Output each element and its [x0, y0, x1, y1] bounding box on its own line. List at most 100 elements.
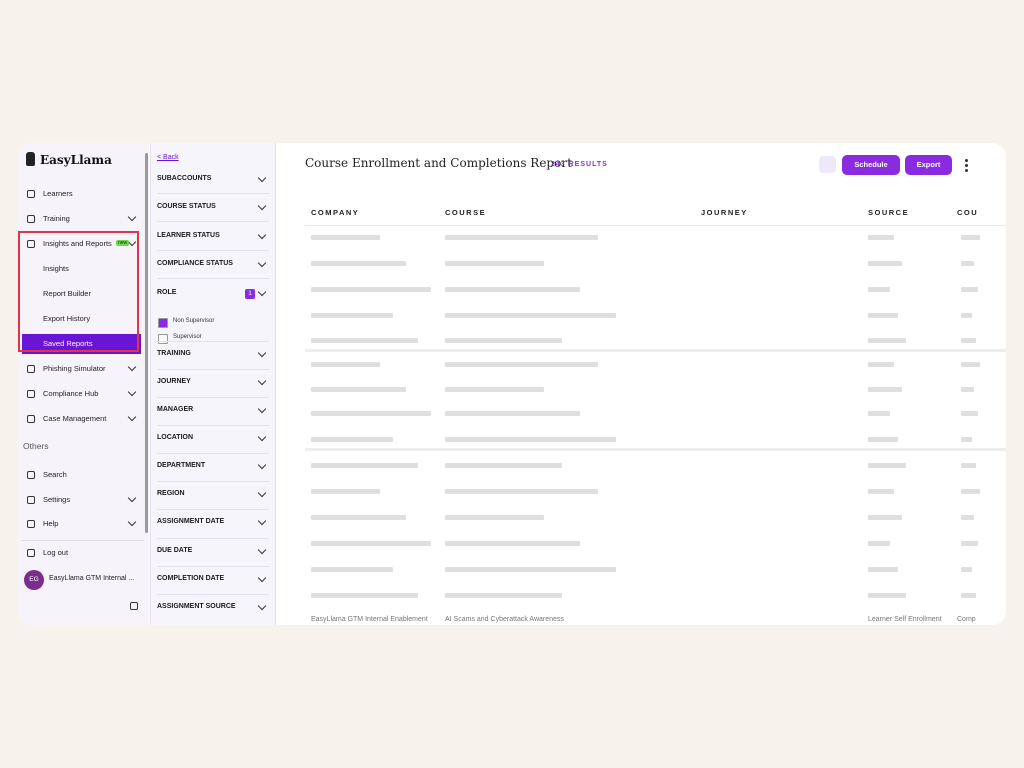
blurred-cell [961, 235, 980, 240]
column-header[interactable]: COURSE [445, 208, 487, 217]
nav-item[interactable]: Settings [43, 495, 71, 504]
filter-group[interactable]: ASSIGNMENT SOURCE [157, 603, 236, 610]
separator [157, 250, 269, 251]
action-button[interactable]: Export [905, 155, 952, 175]
column-header[interactable]: COU [957, 208, 979, 217]
chevron[interactable] [257, 376, 267, 386]
separator [157, 566, 269, 567]
chevron[interactable] [127, 212, 137, 222]
chevron[interactable] [127, 412, 137, 422]
chevron[interactable] [127, 387, 137, 397]
chevron[interactable] [257, 404, 267, 414]
filter-group[interactable]: ASSIGNMENT DATE [157, 518, 225, 525]
checkbox[interactable] [158, 318, 168, 328]
role-option[interactable]: Supervisor [173, 334, 202, 340]
blurred-cell [868, 411, 890, 416]
chevron[interactable] [257, 432, 267, 442]
nav-item[interactable]: Compliance Hub [43, 389, 99, 398]
chevron[interactable] [257, 601, 267, 611]
cell: AI Scams and Cyberattack Awareness [445, 616, 564, 623]
submenu-item[interactable]: Insights [43, 264, 69, 273]
app-window: EasyLlama Learners Training Insights and Re… [18, 143, 1006, 625]
separator [157, 397, 269, 398]
filter-group[interactable]: LOCATION [157, 434, 194, 441]
separator [157, 278, 269, 279]
role-option[interactable]: Non Supervisor [173, 318, 215, 324]
blurred-cell [445, 593, 562, 598]
chevron[interactable] [257, 287, 267, 297]
filter-panel: < Back SUBACCOUNTS COURSE STATUS LEARNER ST… [150, 143, 276, 625]
filter-group[interactable]: ROLE [157, 289, 177, 296]
filter-group[interactable]: COMPLIANCE STATUS [157, 260, 233, 267]
submenu-item[interactable]: Saved Reports [43, 339, 93, 348]
filter-group[interactable]: MANAGER [157, 406, 194, 413]
nav-icon [27, 496, 35, 504]
nav-item[interactable]: Help [43, 519, 59, 528]
nav-item[interactable]: Learners [43, 189, 73, 198]
more-dot[interactable] [965, 169, 968, 172]
separator [157, 369, 269, 370]
chevron[interactable] [257, 545, 267, 555]
blurred-cell [961, 541, 978, 546]
nav-icon [27, 240, 35, 248]
filter-group[interactable]: DEPARTMENT [157, 462, 206, 469]
nav-item[interactable]: Phishing Simulator [43, 364, 106, 373]
more-dot[interactable] [965, 164, 968, 167]
logout[interactable]: Log out [43, 548, 69, 557]
logo-icon [26, 152, 35, 166]
submenu-item[interactable]: Report Builder [43, 289, 91, 298]
brand: EasyLlama [40, 153, 112, 167]
separator [157, 481, 269, 482]
blurred-cell [445, 338, 562, 343]
chevron[interactable] [257, 230, 267, 240]
action-button[interactable]: Schedule [842, 155, 900, 175]
chevron[interactable] [257, 348, 267, 358]
blurred-cell [868, 463, 906, 468]
blurred-cell [961, 437, 972, 442]
blurred-cell [445, 463, 562, 468]
collapse-icon[interactable] [130, 602, 138, 610]
chevron[interactable] [257, 460, 267, 470]
back-link[interactable]: < Back [157, 154, 179, 161]
nav-item[interactable]: Case Management [43, 414, 107, 423]
column-toggle[interactable] [819, 156, 836, 173]
chevron[interactable] [127, 517, 137, 527]
separator [157, 538, 269, 539]
nav-item[interactable]: Search [43, 470, 67, 479]
chevron[interactable] [127, 362, 137, 372]
column-header[interactable]: JOURNEY [701, 208, 748, 217]
chevron[interactable] [257, 201, 267, 211]
nav-item[interactable]: Training [43, 214, 70, 223]
checkbox[interactable] [158, 334, 168, 344]
submenu-item[interactable]: Export History [43, 314, 91, 323]
blurred-cell [868, 437, 898, 442]
header-rule [305, 225, 1006, 226]
chevron[interactable] [257, 573, 267, 583]
column-header[interactable]: COMPANY [311, 208, 360, 217]
filter-group[interactable]: JOURNEY [157, 378, 191, 385]
more-dot[interactable] [965, 159, 968, 162]
filter-group[interactable]: LEARNER STATUS [157, 232, 220, 239]
column-header[interactable]: SOURCE [868, 208, 910, 217]
chevron[interactable] [257, 516, 267, 526]
blurred-cell [961, 287, 978, 292]
chevron[interactable] [257, 488, 267, 498]
chevron[interactable] [257, 173, 267, 183]
blurred-cell [961, 338, 976, 343]
filter-group[interactable]: REGION [157, 490, 185, 497]
filter-group[interactable]: COURSE STATUS [157, 203, 216, 210]
user-name[interactable]: EasyLlama GTM Internal ... [49, 575, 135, 582]
filter-group[interactable]: DUE DATE [157, 547, 193, 554]
avatar[interactable]: EG [24, 570, 44, 590]
filter-group[interactable]: TRAINING [157, 350, 191, 357]
filter-group[interactable]: COMPLETION DATE [157, 575, 225, 582]
blurred-cell [311, 411, 431, 416]
chevron[interactable] [127, 493, 137, 503]
section-label: Others [23, 441, 49, 451]
nav-item[interactable]: Insights and Reports [43, 239, 112, 248]
chevron[interactable] [257, 258, 267, 268]
filter-group[interactable]: SUBACCOUNTS [157, 175, 212, 182]
report-title: Course Enrollment and Completions Report [305, 156, 572, 170]
separator [157, 221, 269, 222]
